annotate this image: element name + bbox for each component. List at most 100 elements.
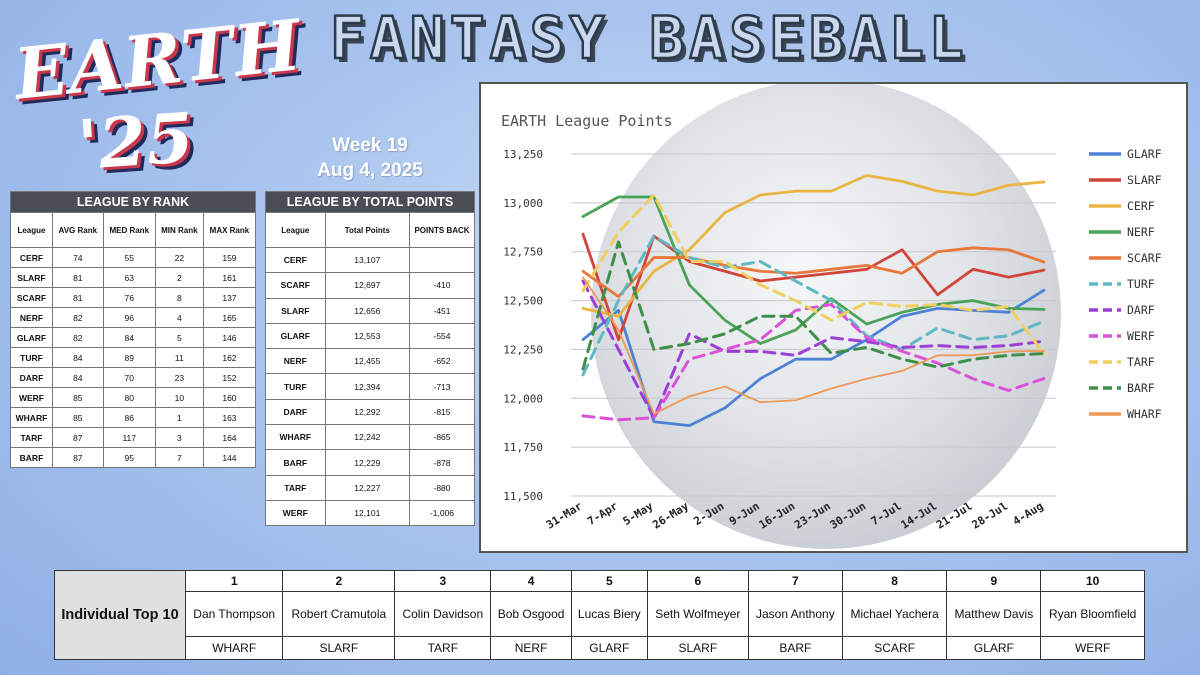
table-cell: 12,697 <box>324 272 411 299</box>
league-name-cell: SCARF <box>10 287 53 308</box>
table-row: CERF 74 55 22 159 <box>10 247 257 268</box>
league-name-cell: NERF <box>10 307 53 328</box>
table-row: SLARF 12,656 -451 <box>265 297 475 324</box>
table-cell: 159 <box>202 247 257 268</box>
series-line-barf <box>581 240 1046 371</box>
table-cell: 81 <box>51 287 104 308</box>
table-cell: 84 <box>102 327 156 348</box>
table-cell: 162 <box>202 347 257 368</box>
player-name: Seth Wolfmeyer <box>646 591 749 637</box>
table-cell: 8 <box>154 287 204 308</box>
table-cell: 10 <box>154 387 204 408</box>
table-row: DARF 12,292 -815 <box>265 398 475 426</box>
table-cell: 12,229 <box>324 449 411 476</box>
y-tick-label: 12,750 <box>503 246 543 259</box>
table-cell: 12,101 <box>324 499 411 527</box>
column-header: AVG Rank <box>51 212 104 248</box>
legend-label-darf: DARF <box>1127 303 1155 317</box>
y-tick-label: 12,000 <box>503 392 543 405</box>
legend-label-werf: WERF <box>1127 329 1155 343</box>
player-name: Jason Anthony <box>747 591 843 637</box>
table-cell: 161 <box>202 267 257 288</box>
league-name-cell: DARF <box>265 398 326 426</box>
column-header: League <box>265 212 326 248</box>
x-tick-label: 16-Jun <box>757 500 798 532</box>
table-cell: 7 <box>154 447 204 468</box>
player-name: Matthew Davis <box>946 591 1042 637</box>
table-row: SLARF 81 63 2 161 <box>10 267 257 288</box>
table-cell: 12,227 <box>324 474 411 501</box>
table-cell: 2 <box>154 267 204 288</box>
x-tick-label: 26-May <box>650 499 691 531</box>
player-team: WERF <box>1040 636 1145 660</box>
player-rank: 4 <box>490 570 572 592</box>
table-cell: 82 <box>51 327 104 348</box>
league-name-cell: WHARF <box>265 424 326 451</box>
y-tick-label: 12,500 <box>503 295 543 308</box>
table-cell: 4 <box>154 307 204 328</box>
y-tick-label: 11,500 <box>503 490 543 503</box>
league-points-chart: EARTH League Points 11,500 11,750 12,000 12,… <box>479 82 1188 553</box>
legend-label-turf: TURF <box>1127 277 1155 291</box>
player-rank: 10 <box>1040 570 1145 592</box>
player-team: GLARF <box>946 636 1042 660</box>
table-cell: 12,394 <box>324 373 411 400</box>
league-name-cell: BARF <box>10 447 53 468</box>
league-by-rank-table: LEAGUE BY RANK League AVG Rank MED Rank … <box>10 191 257 468</box>
series-line-cerf <box>581 174 1046 318</box>
x-tick-label: 7-Apr <box>585 499 620 528</box>
series-line-darf <box>581 279 1046 420</box>
y-tick-label: 13,250 <box>503 148 543 161</box>
individual-top10-table: Individual Top 10 1 2 3 4 5 6 7 8 9 10 Dan Thomps… <box>54 570 1145 660</box>
x-tick-label: 4-Aug <box>1011 500 1046 529</box>
legend-label-glarf: GLARF <box>1127 147 1162 161</box>
x-tick-label: 5-May <box>621 499 656 528</box>
table-cell: 23 <box>154 367 204 388</box>
league-name-cell: WERF <box>10 387 53 408</box>
table-cell: 12,292 <box>324 398 411 426</box>
league-name-cell: SCARF <box>265 272 326 299</box>
player-team: WHARF <box>184 636 284 660</box>
points-table-body: CERF 13,107 SCARF 12,697 -410 SLARF 12,656 -451… <box>265 246 475 527</box>
table-cell: 165 <box>202 307 257 328</box>
column-header: MIN Rank <box>154 212 204 248</box>
table-cell: 5 <box>154 327 204 348</box>
table-row: CERF 13,107 <box>265 246 475 274</box>
table-row: NERF 82 96 4 165 <box>10 307 257 328</box>
player-team: SLARF <box>646 636 749 660</box>
player-team: SLARF <box>282 636 396 660</box>
logo-line-1: EARTH <box>10 3 306 116</box>
table-row: TARF 12,227 -880 <box>265 474 475 501</box>
league-name-cell: DARF <box>10 367 53 388</box>
series-line-tarf <box>581 193 1046 356</box>
table-row: NERF 12,455 -652 <box>265 348 475 375</box>
table-cell: 82 <box>51 307 104 328</box>
table-cell: 70 <box>102 367 156 388</box>
table-cell <box>409 246 475 274</box>
table-cell: -880 <box>409 474 475 501</box>
table-cell: 85 <box>51 407 104 428</box>
logo: EARTH '25 <box>8 3 305 190</box>
table-cell: -554 <box>409 322 475 350</box>
league-name-cell: SLARF <box>10 267 53 288</box>
table-row: GLARF 82 84 5 146 <box>10 327 257 348</box>
table-cell: 12,242 <box>324 424 411 451</box>
x-tick-label: 9-Jun <box>727 500 762 529</box>
league-name-cell: CERF <box>265 246 326 274</box>
table-cell: 22 <box>154 247 204 268</box>
table-row: WERF 12,101 -1,006 <box>265 499 475 527</box>
player-rank: 7 <box>747 570 843 592</box>
table-cell: -410 <box>409 272 475 299</box>
league-name-cell: BARF <box>265 449 326 476</box>
series-line-turf <box>581 234 1046 377</box>
player-team: SCARF <box>841 636 948 660</box>
table-row: DARF 84 70 23 152 <box>10 367 257 388</box>
league-name-cell: TARF <box>265 474 326 501</box>
table-cell: 84 <box>51 367 104 388</box>
table-cell: 85 <box>51 387 104 408</box>
player-rank: 8 <box>841 570 948 592</box>
league-name-cell: TARF <box>10 427 53 448</box>
player-name: Lucas Biery <box>570 591 648 637</box>
x-tick-label: 14-Jul <box>899 500 940 532</box>
week-date: Aug 4, 2025 <box>317 160 423 181</box>
